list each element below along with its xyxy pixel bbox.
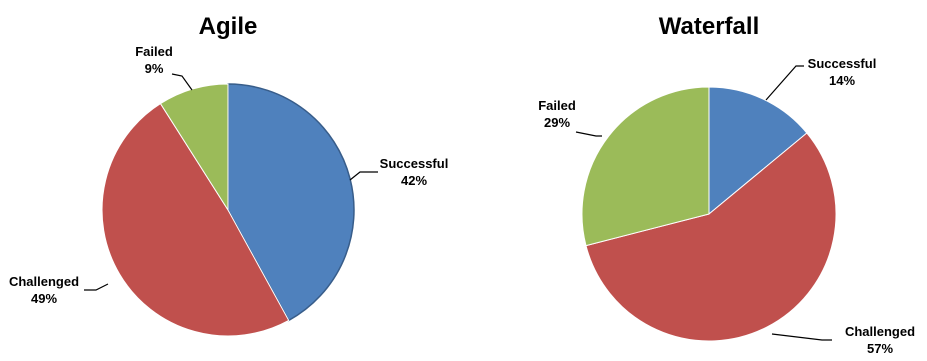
slice-value-label: 29% (544, 115, 570, 130)
slice-successful (227, 83, 355, 322)
agile-chart: Agile Successful 42% Challenged 49% Failed 9% (9, 13, 448, 337)
slice-name-label: Challenged (845, 324, 915, 339)
leader-line (171, 73, 193, 91)
slice-value-label: 14% (829, 73, 855, 88)
slice-failed (159, 83, 229, 212)
chart-title: Waterfall (659, 13, 759, 40)
slice-challenged (101, 102, 290, 337)
slice-value-label: 9% (145, 61, 164, 76)
leader-line (575, 131, 602, 137)
slice-challenged (585, 132, 837, 342)
waterfall-chart: Waterfall Successful 14% Challenged 57% Fail… (538, 13, 915, 356)
slice-name-label: Failed (538, 98, 576, 113)
leader-line (349, 171, 378, 181)
slice-labels: Successful 14% Challenged 57% Failed 29% (538, 56, 915, 356)
chart-title: Agile (199, 13, 258, 40)
slice-name-label: Failed (135, 44, 173, 59)
leader-line (771, 333, 832, 341)
slice-failed (581, 86, 710, 247)
leader-line (765, 65, 804, 101)
slice-name-label: Successful (808, 56, 877, 71)
slice-value-label: 57% (867, 341, 893, 356)
slice-successful (708, 86, 808, 216)
pie-slices (581, 86, 837, 342)
leader-line (84, 283, 109, 291)
slice-value-label: 49% (31, 291, 57, 306)
pie-slices (101, 83, 355, 337)
slice-labels: Successful 42% Challenged 49% Failed 9% (9, 44, 448, 306)
slice-name-label: Successful (380, 156, 449, 171)
slice-value-label: 42% (401, 173, 427, 188)
slice-name-label: Challenged (9, 274, 79, 289)
